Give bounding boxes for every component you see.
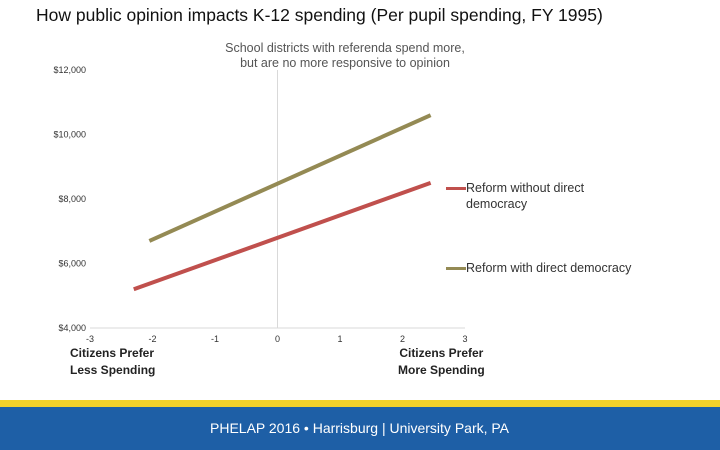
left-annotation-line-2: Less Spending — [70, 363, 156, 377]
right-axis-annotation: Citizens Prefer More Spending — [398, 345, 485, 379]
footer-stripe — [0, 400, 720, 407]
footer-band — [0, 407, 720, 450]
footer-banner — [0, 400, 720, 450]
right-annotation-line-1: Citizens Prefer — [399, 346, 484, 360]
x-tick-label: 3 — [462, 334, 467, 344]
x-tick-label: -1 — [211, 334, 219, 344]
y-tick-label: $12,000 — [53, 65, 86, 75]
legend-label-with: Reform with direct democracy — [466, 261, 632, 275]
left-annotation-line-1: Citizens Prefer — [70, 346, 155, 360]
page-title: How public opinion impacts K-12 spending… — [36, 5, 603, 25]
y-tick-label: $4,000 — [58, 323, 86, 333]
x-tick-label: 2 — [400, 334, 405, 344]
x-tick-label: -3 — [86, 334, 94, 344]
series-line-with-direct-democracy — [148, 113, 432, 243]
y-tick-label: $6,000 — [58, 259, 86, 269]
legend-swatch-without — [446, 187, 466, 190]
x-tick-label: 1 — [337, 334, 342, 344]
chart-subtitle: School districts with referenda spend mo… — [210, 41, 480, 71]
y-tick-label: $8,000 — [58, 194, 86, 204]
y-tick-label: $10,000 — [53, 130, 86, 140]
right-annotation-line-2: More Spending — [398, 363, 485, 377]
series-line-without-direct-democracy — [133, 180, 432, 292]
line-chart: $4,000 $6,000 $8,000 $10,000 $12,000 -3 -2 -1 0 1… — [53, 65, 467, 344]
legend-label-without: Reform without direct democracy — [466, 181, 585, 211]
footer-text: PHELAP 2016 • Harrisburg | University Pa… — [210, 420, 510, 436]
left-axis-annotation: Citizens Prefer Less Spending — [70, 345, 155, 379]
subtitle-line-2: but are no more responsive to opinion — [240, 56, 450, 70]
legend-swatch-with — [446, 267, 466, 270]
subtitle-line-1: School districts with referenda spend mo… — [225, 41, 465, 55]
x-tick-label: -2 — [148, 334, 156, 344]
x-tick-label: 0 — [275, 334, 280, 344]
